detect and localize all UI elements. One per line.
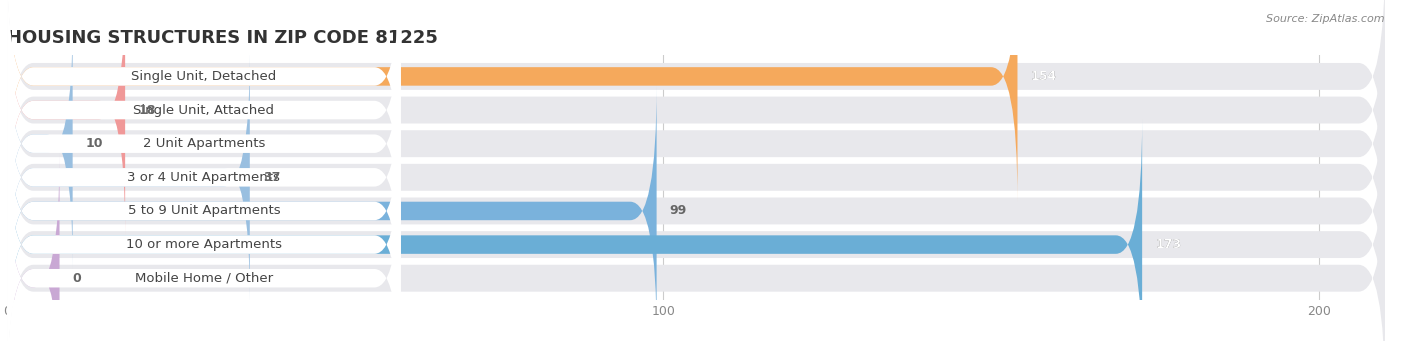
FancyBboxPatch shape bbox=[7, 157, 1385, 341]
FancyBboxPatch shape bbox=[7, 0, 401, 235]
FancyBboxPatch shape bbox=[7, 0, 401, 202]
Text: 173: 173 bbox=[1156, 238, 1181, 251]
FancyBboxPatch shape bbox=[7, 119, 401, 341]
FancyBboxPatch shape bbox=[7, 90, 1385, 332]
Text: 173: 173 bbox=[1156, 238, 1181, 251]
Text: HOUSING STRUCTURES IN ZIP CODE 81225: HOUSING STRUCTURES IN ZIP CODE 81225 bbox=[7, 29, 437, 47]
Text: 10 or more Apartments: 10 or more Apartments bbox=[127, 238, 281, 251]
Text: 37: 37 bbox=[263, 171, 280, 184]
FancyBboxPatch shape bbox=[7, 18, 401, 269]
FancyBboxPatch shape bbox=[7, 52, 250, 302]
FancyBboxPatch shape bbox=[7, 153, 401, 341]
FancyBboxPatch shape bbox=[7, 0, 125, 235]
FancyBboxPatch shape bbox=[7, 119, 1142, 341]
FancyBboxPatch shape bbox=[7, 86, 657, 336]
FancyBboxPatch shape bbox=[7, 0, 1018, 202]
Text: Source: ZipAtlas.com: Source: ZipAtlas.com bbox=[1267, 14, 1385, 24]
FancyBboxPatch shape bbox=[7, 0, 1385, 197]
FancyBboxPatch shape bbox=[7, 23, 1385, 265]
FancyBboxPatch shape bbox=[7, 153, 59, 341]
FancyBboxPatch shape bbox=[7, 0, 1385, 231]
Text: 154: 154 bbox=[1031, 70, 1057, 83]
Text: Single Unit, Detached: Single Unit, Detached bbox=[131, 70, 277, 83]
Text: 154: 154 bbox=[1031, 70, 1057, 83]
FancyBboxPatch shape bbox=[7, 52, 401, 302]
Text: 2 Unit Apartments: 2 Unit Apartments bbox=[142, 137, 266, 150]
FancyBboxPatch shape bbox=[7, 56, 1385, 298]
Text: 0: 0 bbox=[73, 272, 82, 285]
Text: Single Unit, Attached: Single Unit, Attached bbox=[134, 104, 274, 117]
Text: Mobile Home / Other: Mobile Home / Other bbox=[135, 272, 273, 285]
Text: 5 to 9 Unit Apartments: 5 to 9 Unit Apartments bbox=[128, 205, 280, 218]
FancyBboxPatch shape bbox=[7, 18, 73, 269]
Text: 99: 99 bbox=[669, 205, 688, 218]
Text: 3 or 4 Unit Apartments: 3 or 4 Unit Apartments bbox=[128, 171, 280, 184]
FancyBboxPatch shape bbox=[7, 123, 1385, 341]
Text: 10: 10 bbox=[86, 137, 103, 150]
Text: 18: 18 bbox=[138, 104, 156, 117]
FancyBboxPatch shape bbox=[7, 86, 401, 336]
